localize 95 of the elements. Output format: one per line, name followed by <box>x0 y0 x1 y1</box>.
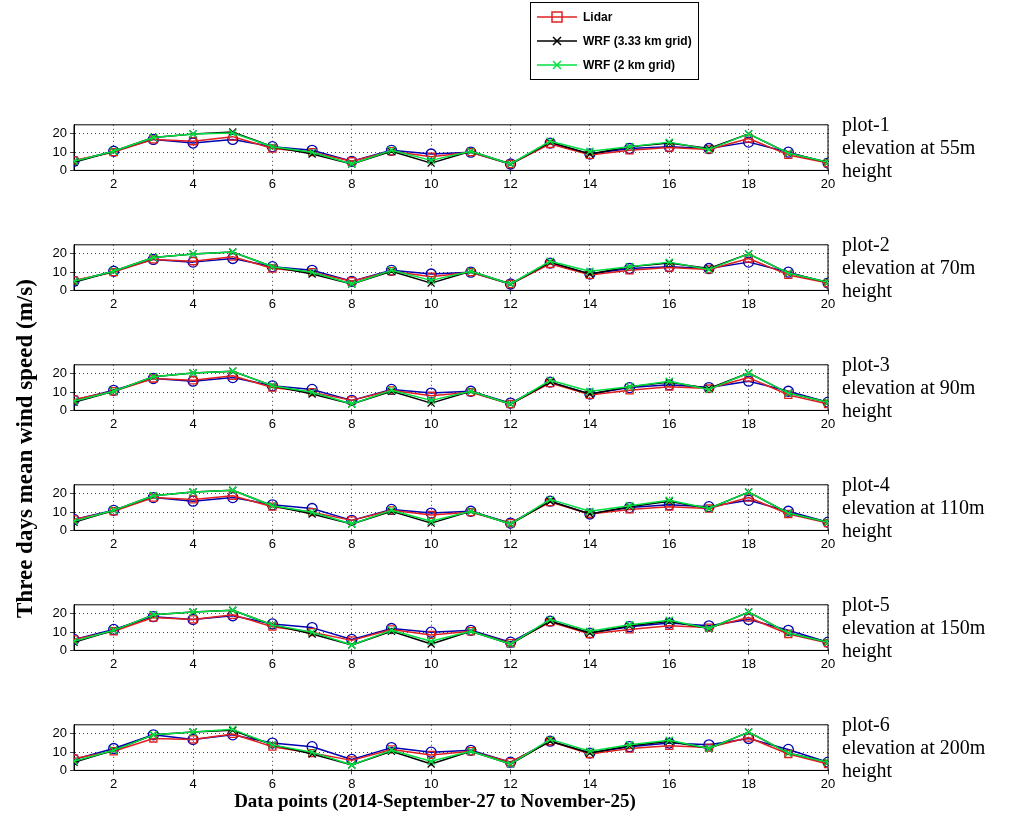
x-axis-title: Data points (2014-September-27 to November-25) <box>233 790 637 812</box>
x-tick-label: 4 <box>189 775 197 791</box>
x-tick-label: 18 <box>741 655 756 671</box>
x-tick-label: 14 <box>582 415 598 431</box>
chart-title: plot-1 <box>842 113 890 137</box>
x-tick-label: 12 <box>503 775 518 791</box>
x-tick-label: 10 <box>423 535 439 551</box>
y-tick-label: 20 <box>52 725 67 741</box>
text: elevation at 150m height <box>842 616 986 663</box>
y-tick-label: 10 <box>52 263 67 279</box>
legend-label: WRF (2 km grid) <box>583 58 675 72</box>
x-tick-label: 8 <box>348 535 356 551</box>
text: elevation at 200m height <box>842 736 986 783</box>
x-tick-label: 6 <box>268 535 277 551</box>
x-tick-label: 4 <box>189 295 197 311</box>
chart-title: plot-5 <box>842 593 890 617</box>
y-tick-label: 0 <box>59 761 67 777</box>
x-tick-label: 2 <box>110 295 118 311</box>
x-tick-label: 10 <box>423 655 439 671</box>
text: elevation at 70m height <box>842 256 976 303</box>
x-tick-label: 8 <box>348 415 356 431</box>
x-tick-label: 18 <box>741 175 756 191</box>
x-tick-label: 10 <box>423 175 439 191</box>
x-tick-label: 12 <box>503 415 518 431</box>
legend-label: Lidar <box>583 10 613 24</box>
x-tick-label: 6 <box>268 655 277 671</box>
y-tick-label: 0 <box>59 161 67 177</box>
x-tick-label: 16 <box>662 655 677 671</box>
x-tick-label: 6 <box>268 775 277 791</box>
y-tick-label: 20 <box>52 245 67 261</box>
x-tick-label: 2 <box>110 775 118 791</box>
x-tick-label: 18 <box>741 295 756 311</box>
chart-title: plot-4 <box>842 473 890 497</box>
x-tick-label: 18 <box>741 775 756 791</box>
y-tick-label: 10 <box>52 383 67 399</box>
chart-title: plot-2 <box>842 233 890 257</box>
x-tick-label: 10 <box>423 295 439 311</box>
text: elevation at 55m height <box>842 136 976 183</box>
chart-title: plot-6 <box>842 713 890 737</box>
x-tick-label: 20 <box>820 175 836 191</box>
y-tick-label: 10 <box>52 503 67 519</box>
y-tick-label: 20 <box>52 365 67 381</box>
x-tick-label: 12 <box>503 295 518 311</box>
x-tick-label: 16 <box>662 775 677 791</box>
x-tick-label: 16 <box>662 175 677 191</box>
y-tick-label: 0 <box>59 641 67 657</box>
y-tick-label: 10 <box>52 743 67 759</box>
x-tick-label: 2 <box>110 175 118 191</box>
x-tick-label: 14 <box>582 535 598 551</box>
x-tick-label: 14 <box>582 655 598 671</box>
x-tick-label: 10 <box>423 775 439 791</box>
x-tick-label: 12 <box>503 655 518 671</box>
x-tick-label: 16 <box>662 295 677 311</box>
x-tick-label: 2 <box>110 535 118 551</box>
y-axis-title: Three days mean wind speed (m/s) <box>12 279 38 618</box>
x-tick-label: 18 <box>741 535 756 551</box>
x-tick-label: 16 <box>662 535 677 551</box>
x-tick-label: 14 <box>582 175 598 191</box>
y-tick-label: 20 <box>52 125 67 141</box>
y-tick-label: 0 <box>59 401 67 417</box>
x-tick-label: 6 <box>268 175 277 191</box>
x-tick-label: 20 <box>820 295 836 311</box>
x-tick-label: 12 <box>503 535 518 551</box>
text: elevation at 110m height <box>842 496 985 543</box>
x-tick-label: 18 <box>741 415 756 431</box>
x-tick-label: 4 <box>189 415 197 431</box>
x-tick-label: 20 <box>820 655 836 671</box>
x-tick-label: 4 <box>189 655 197 671</box>
x-tick-label: 4 <box>189 535 197 551</box>
x-tick-label: 8 <box>348 295 356 311</box>
x-tick-label: 20 <box>820 775 836 791</box>
y-tick-label: 0 <box>59 281 67 297</box>
x-tick-label: 14 <box>582 295 598 311</box>
x-tick-label: 20 <box>820 415 836 431</box>
x-tick-label: 12 <box>503 175 518 191</box>
legend-label: WRF (3.33 km grid) <box>583 34 692 48</box>
x-tick-label: 20 <box>820 535 836 551</box>
x-tick-label: 8 <box>348 175 356 191</box>
x-tick-label: 16 <box>662 415 677 431</box>
y-tick-label: 10 <box>52 143 67 159</box>
x-tick-label: 6 <box>268 295 277 311</box>
x-tick-label: 10 <box>423 415 439 431</box>
x-tick-label: 8 <box>348 775 356 791</box>
x-tick-label: 4 <box>189 175 197 191</box>
chart-title: plot-3 <box>842 353 890 377</box>
y-tick-label: 20 <box>52 485 67 501</box>
y-tick-label: 10 <box>52 623 67 639</box>
x-tick-label: 2 <box>110 655 118 671</box>
y-tick-label: 20 <box>52 605 67 621</box>
x-tick-label: 8 <box>348 655 356 671</box>
text: elevation at 90m height <box>842 376 976 423</box>
x-tick-label: 14 <box>582 775 598 791</box>
y-tick-label: 0 <box>59 521 67 537</box>
x-tick-label: 6 <box>268 415 277 431</box>
x-tick-label: 2 <box>110 415 118 431</box>
